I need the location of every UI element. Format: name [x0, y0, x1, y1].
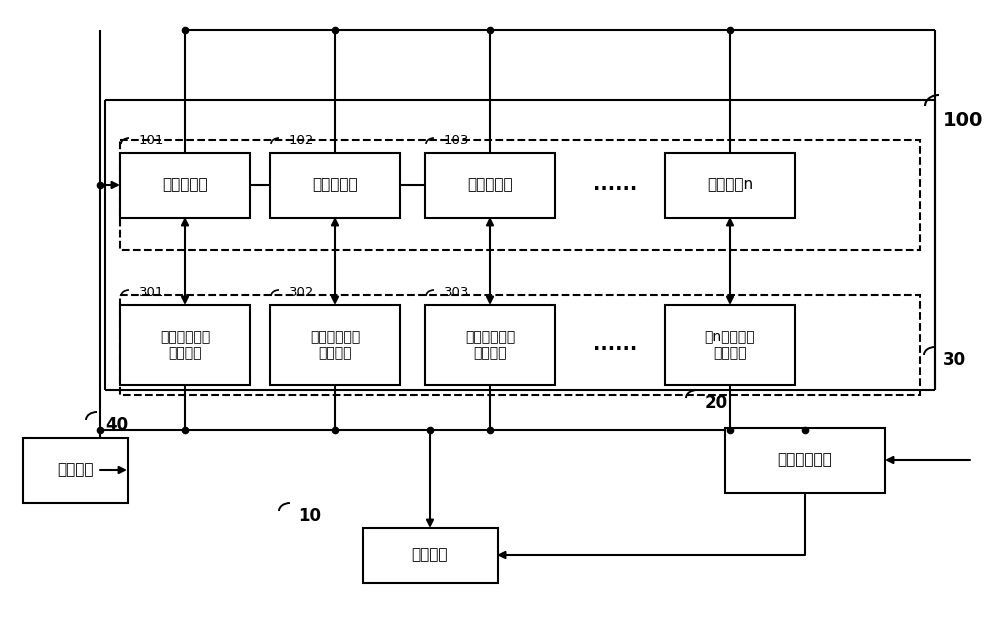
Bar [425, 305, 555, 385]
Bar [270, 305, 400, 385]
Text: 第三双向直流
转换单元: 第三双向直流 转换单元 [465, 330, 515, 360]
Text: ......: ...... [593, 175, 637, 194]
Text: 单体电池n: 单体电池n [707, 178, 753, 193]
Text: 103: 103 [444, 135, 469, 147]
Text: 主控模块: 主控模块 [412, 547, 448, 563]
Text: 101: 101 [139, 135, 164, 147]
Text: 第n双向直流
转换单元: 第n双向直流 转换单元 [705, 330, 755, 360]
Bar [120, 295, 920, 395]
Bar [120, 305, 250, 385]
Bar [665, 305, 795, 385]
Bar [22, 437, 128, 502]
Text: 单体电池２: 单体电池２ [312, 178, 358, 193]
Text: 单体电池３: 单体电池３ [467, 178, 513, 193]
Text: 第一双向直流
转换单元: 第一双向直流 转换单元 [160, 330, 210, 360]
Text: ......: ...... [593, 336, 637, 355]
Bar [362, 528, 498, 582]
Text: 301: 301 [139, 286, 164, 299]
Text: 40: 40 [105, 416, 128, 434]
Bar [665, 152, 795, 218]
Text: 302: 302 [289, 286, 314, 299]
Bar [725, 428, 885, 492]
Text: 30: 30 [943, 351, 966, 369]
Text: 100: 100 [943, 110, 983, 130]
Text: 电源模块: 电源模块 [57, 463, 93, 478]
Bar [270, 152, 400, 218]
Text: 第二双向直流
转换单元: 第二双向直流 转换单元 [310, 330, 360, 360]
Bar [425, 152, 555, 218]
Text: 单体电池１: 单体电池１ [162, 178, 208, 193]
Text: 信息采集模块: 信息采集模块 [778, 452, 832, 468]
Text: 10: 10 [298, 507, 321, 525]
Bar [120, 152, 250, 218]
Text: 102: 102 [289, 135, 314, 147]
Bar [120, 140, 920, 250]
Text: 20: 20 [705, 394, 728, 412]
Text: 303: 303 [444, 286, 469, 299]
